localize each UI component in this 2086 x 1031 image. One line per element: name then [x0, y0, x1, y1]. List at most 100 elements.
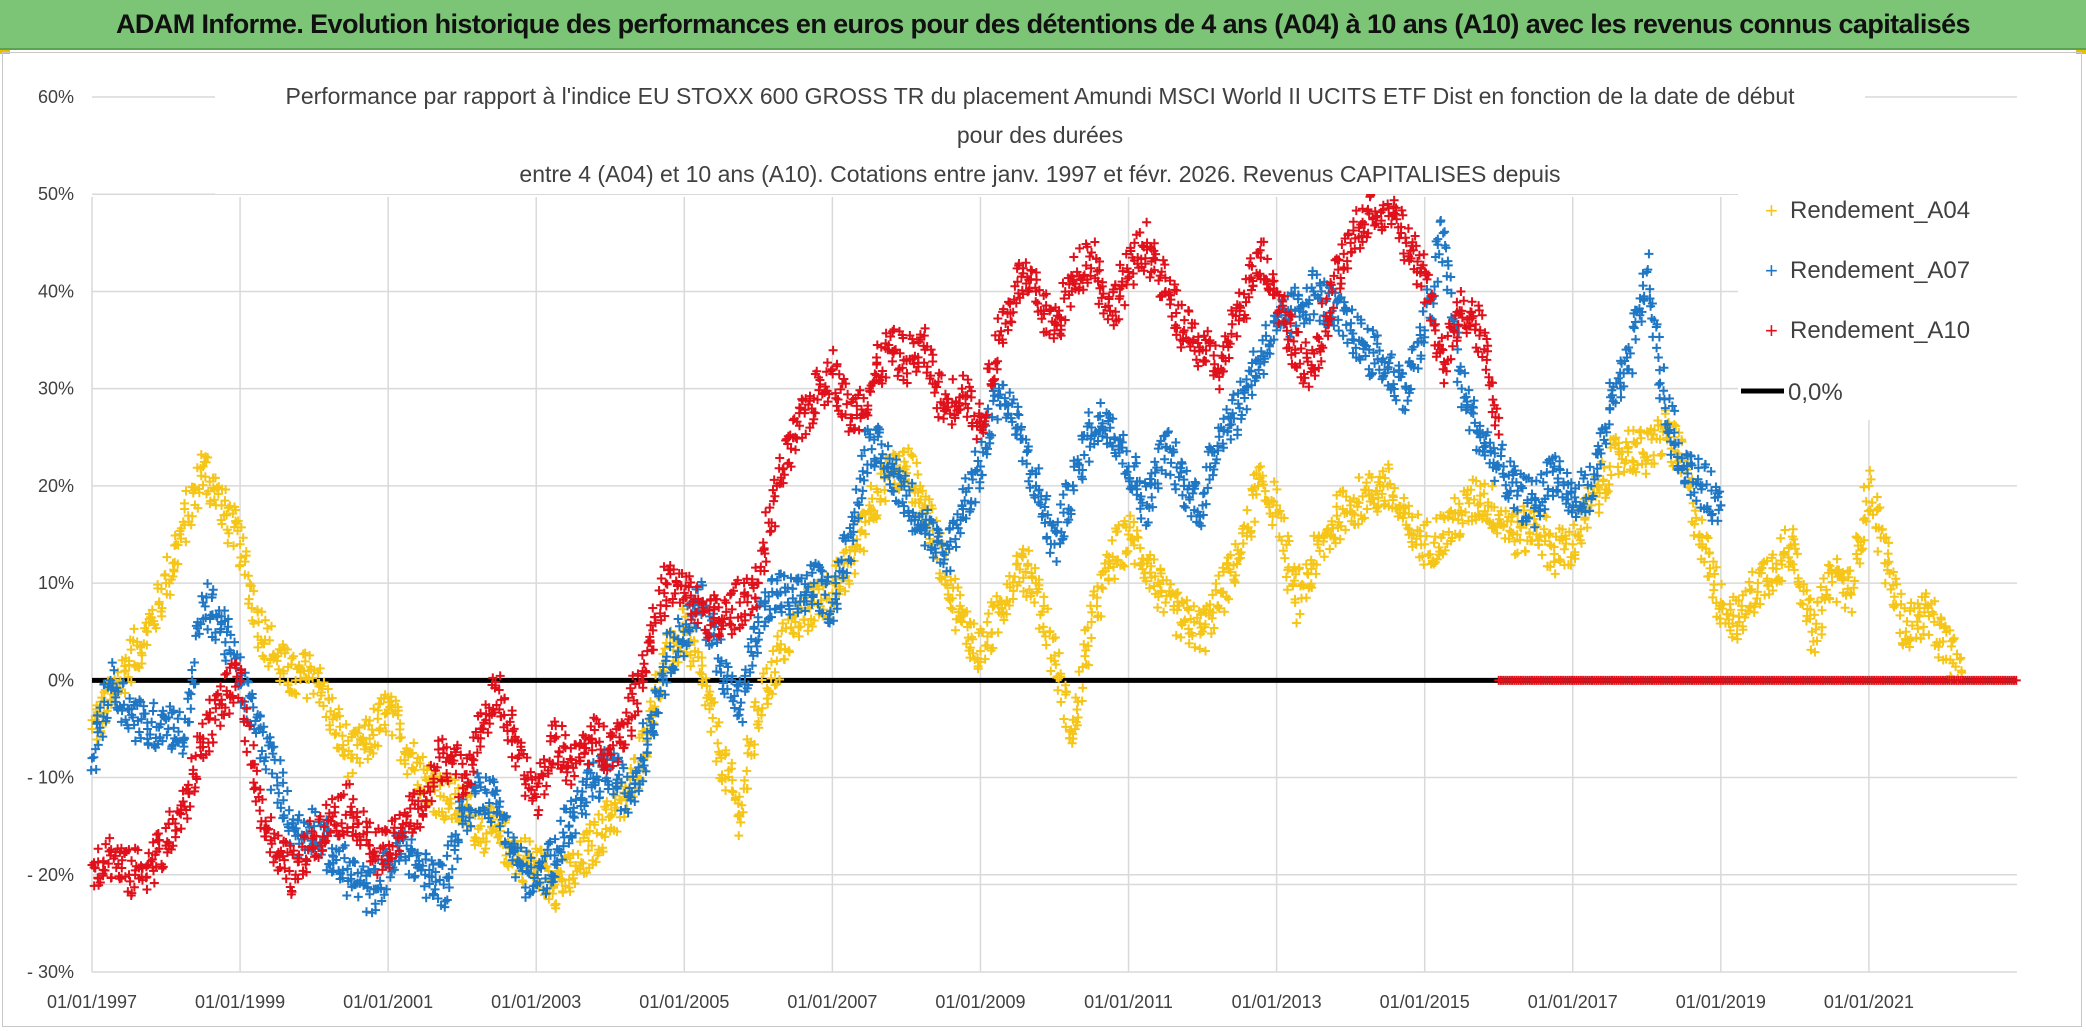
data-point-dense	[157, 603, 167, 613]
data-point-dense	[520, 833, 530, 843]
data-point-dense	[197, 591, 207, 601]
data-point	[143, 627, 153, 637]
data-point-dense	[1198, 489, 1208, 499]
data-point-dense	[986, 629, 996, 639]
data-point-dense	[858, 486, 868, 496]
data-point-dense	[1475, 481, 1485, 491]
data-point-dense	[186, 704, 196, 714]
data-point-dense	[1332, 511, 1342, 521]
data-point-dense	[867, 444, 877, 454]
data-point-dense	[327, 693, 337, 703]
data-point-dense	[1706, 467, 1716, 477]
data-point-dense	[1004, 601, 1014, 611]
data-point-dense	[216, 515, 226, 525]
data-point-dense	[950, 574, 960, 584]
data-point-dense	[260, 615, 270, 625]
data-point-dense	[1015, 564, 1025, 574]
data-point-dense	[1702, 479, 1712, 489]
data-point-dense	[369, 704, 379, 714]
data-point-dense	[387, 730, 397, 740]
data-point-dense	[541, 781, 551, 791]
data-point-dense	[840, 586, 850, 596]
data-point-dense	[1171, 630, 1181, 640]
data-point-dense	[1792, 549, 1802, 559]
data-point	[124, 656, 134, 666]
data-point-dense	[1056, 669, 1066, 679]
data-point-dense	[1032, 587, 1042, 597]
data-point-dense	[1261, 320, 1271, 330]
data-point-dense	[1817, 605, 1827, 615]
data-point-dense	[651, 670, 661, 680]
data-point-dense	[1008, 586, 1018, 596]
data-point-dense	[1010, 572, 1020, 582]
data-point-dense	[734, 831, 744, 841]
data-point-dense	[1819, 573, 1829, 583]
data-point-dense	[951, 614, 961, 624]
data-point-dense	[1072, 705, 1082, 715]
data-point-dense	[1804, 595, 1814, 605]
data-point-dense	[1895, 610, 1905, 620]
data-point-dense	[558, 888, 568, 898]
data-point-dense	[196, 471, 206, 481]
data-point-dense	[780, 654, 790, 664]
data-point-dense	[950, 625, 960, 635]
data-point-dense	[525, 836, 535, 846]
data-point-dense	[946, 603, 956, 613]
data-point	[1660, 403, 1670, 413]
data-point-dense	[1550, 569, 1560, 579]
data-point-dense	[181, 486, 191, 496]
data-point-dense	[736, 817, 746, 827]
data-point-dense	[275, 676, 285, 686]
data-point-dense	[592, 828, 602, 838]
data-point-dense	[581, 868, 591, 878]
data-point-dense	[951, 542, 961, 552]
data-point-dense	[1150, 457, 1160, 467]
data-point-dense	[993, 627, 1003, 637]
data-point-dense	[93, 844, 103, 854]
data-point-dense	[253, 642, 263, 652]
data-point-dense	[421, 849, 431, 859]
data-point-dense	[709, 697, 719, 707]
data-point-dense	[730, 703, 740, 713]
data-point-dense	[302, 693, 312, 703]
data-point-dense	[231, 505, 241, 515]
data-point-dense	[1023, 559, 1033, 569]
data-point-dense	[368, 748, 378, 758]
data-point-dense	[786, 622, 796, 632]
data-point-dense	[955, 590, 965, 600]
data-point-dense	[1086, 633, 1096, 643]
data-point-dense	[1631, 334, 1641, 344]
data-point-dense	[1883, 549, 1893, 559]
data-point-dense	[773, 631, 783, 641]
data-point-dense	[259, 653, 269, 663]
data-point-dense	[625, 683, 635, 693]
data-point-dense	[375, 699, 385, 709]
data-point-dense	[1280, 553, 1290, 563]
data-point-dense	[1073, 712, 1083, 722]
data-point-dense	[799, 615, 809, 625]
data-point-dense	[98, 857, 108, 867]
data-point-dense	[1399, 493, 1409, 503]
data-point-dense	[321, 712, 331, 722]
data-point-dense	[252, 605, 262, 615]
data-point-dense	[151, 623, 161, 633]
data-point	[272, 656, 282, 666]
data-point-dense	[778, 618, 788, 628]
data-point-dense	[352, 753, 362, 763]
data-point-dense	[850, 546, 860, 556]
data-point-dense	[173, 540, 183, 550]
data-point-dense	[221, 484, 231, 494]
data-point-dense	[231, 518, 241, 528]
data-point-dense	[402, 769, 412, 779]
data-point-dense	[749, 622, 759, 632]
data-point-dense	[1045, 627, 1055, 637]
data-point-dense	[850, 569, 860, 579]
data-point-dense	[331, 728, 341, 738]
data-point-dense	[948, 604, 958, 614]
data-point-dense	[1452, 377, 1462, 387]
data-point	[106, 695, 116, 705]
data-point	[1901, 627, 1911, 637]
data-point-dense	[279, 668, 289, 678]
data-point-dense	[556, 867, 566, 877]
data-point-dense	[1027, 588, 1037, 598]
